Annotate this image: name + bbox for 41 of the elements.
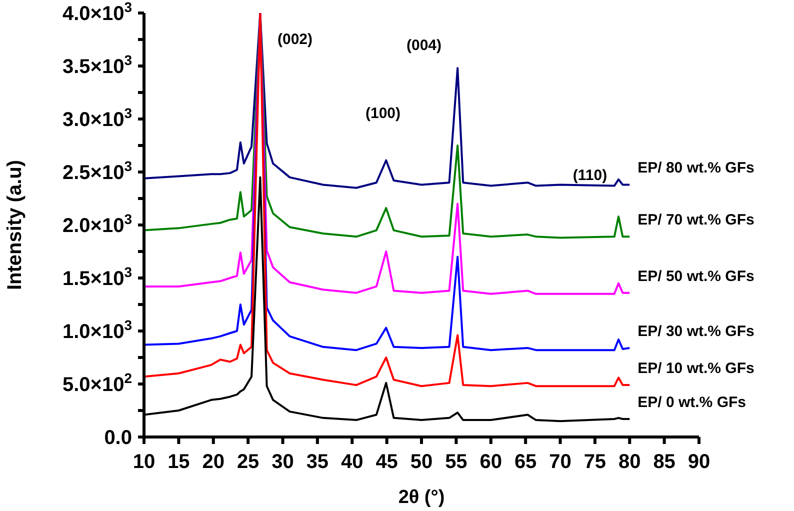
x-tick-label: 35 [306,451,329,473]
series-label: EP/ 10 wt.% GFs [638,360,754,378]
line-series [144,13,631,189]
series-label: EP/ 70 wt.% GFs [638,212,754,229]
y-tick-label: 2.0×10$^{3}$ [62,211,132,237]
x-tick-label: 50 [410,451,433,473]
y-tick-label: 5.0×10$^{2}$ [62,370,132,396]
x-tick-label: 45 [376,451,398,473]
y-tick-label: 0.0 [104,427,132,449]
x-tick-label: 70 [549,451,572,473]
y-tick-label: 3.0×10$^{3}$ [62,105,132,131]
x-tick-label: 85 [653,451,676,473]
series-label: EP/ 80 wt.% GFs [638,160,754,177]
x-tick-label: 75 [584,451,606,473]
annotation: (002) [277,31,313,48]
x-tick-label: 60 [480,451,502,473]
y-tick-label: 3.5×10$^{3}$ [62,52,132,78]
annotation: (100) [365,105,401,122]
y-tick-label: 2.5×10$^{3}$ [62,158,132,184]
y-axis-title: Intensity (a.u) [4,160,26,290]
x-tick-label: 10 [132,451,156,473]
x-axis-title: 2θ (°) [398,487,445,508]
x-tick-label: 80 [618,451,641,473]
x-tick-label: 15 [168,451,190,473]
line-series [144,13,631,295]
x-tick-label: 90 [688,451,710,473]
y-tick-label: 1.5×10$^{3}$ [62,264,132,290]
annotation: (110) [572,167,608,184]
series-label: EP/ 0 wt.% GFs [638,394,746,411]
x-tick-label: 55 [445,451,468,473]
x-tick-label: 20 [202,451,224,473]
series-label: EP/ 30 wt.% GFs [638,322,754,340]
y-tick-label: 4.0×10$^{3}$ [62,0,132,25]
annotation: (004) [406,37,442,54]
y-tick-label: 1.0×10$^{3}$ [62,317,132,343]
x-tick-label: 65 [514,451,537,473]
x-tick-label: 30 [272,451,294,473]
x-tick-label: 25 [236,451,260,473]
line-series [144,13,631,239]
x-tick-label: 40 [341,451,364,473]
series-label: EP/ 50 wt.% GFs [638,268,754,285]
